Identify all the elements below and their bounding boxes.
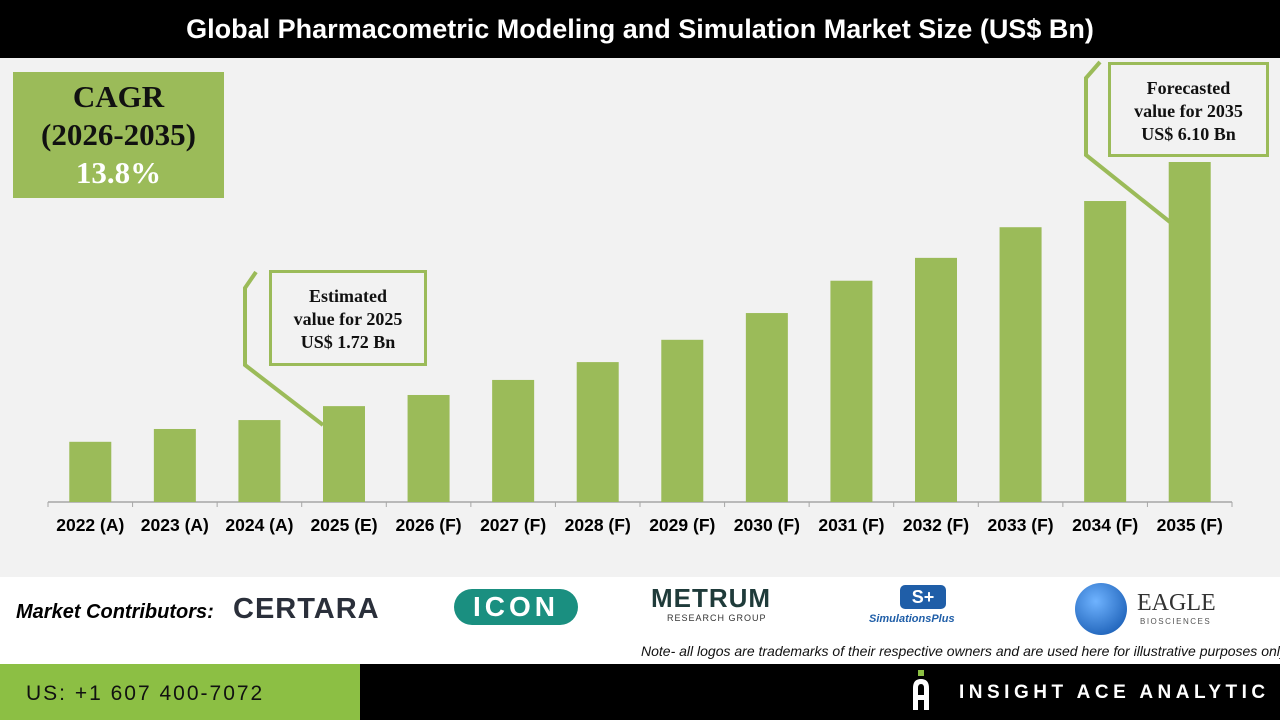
bar-2023 <box>153 428 196 502</box>
bar-2026 <box>407 394 450 502</box>
x-tick-label: 2026 (F) <box>396 515 462 535</box>
callout-line: Forecasted <box>1146 78 1231 98</box>
x-tick-label: 2022 (A) <box>56 515 124 535</box>
bar-2034 <box>1084 201 1127 502</box>
eagle-logo: EAGLE <box>1137 590 1216 616</box>
forecast-callout: Forecasted value for 2035 US$ 6.10 Bn <box>1108 62 1269 157</box>
callout-line: US$ 6.10 Bn <box>1141 124 1236 144</box>
callout-line: value for 2035 <box>1134 101 1243 121</box>
contributors-label: Market Contributors: <box>16 601 214 623</box>
metrum-sub-logo: RESEARCH GROUP <box>667 613 767 623</box>
eagle-emblem <box>1075 583 1127 635</box>
bar-2025 <box>323 406 365 502</box>
x-tick-label: 2028 (F) <box>565 515 631 535</box>
cagr-box: CAGR (2026-2035) 13.8% <box>13 72 224 198</box>
phone-number: US: +1 607 400-7072 <box>0 664 360 720</box>
chart-title: Global Pharmacometric Modeling and Simul… <box>0 0 1280 58</box>
brand-logo-icon <box>913 670 929 710</box>
cagr-label: CAGR <box>72 79 165 114</box>
bar-2031 <box>830 280 873 502</box>
bar-2033 <box>999 227 1042 502</box>
bar-2029 <box>661 339 704 502</box>
x-tick-label: 2032 (F) <box>903 515 969 535</box>
cagr-value: 13.8% <box>75 155 162 190</box>
bar-2028 <box>576 362 619 502</box>
x-tick-label: 2035 (F) <box>1157 515 1223 535</box>
x-tick-label: 2033 (F) <box>988 515 1054 535</box>
cagr-period: (2026-2035) <box>41 117 196 152</box>
callout-line: value for 2025 <box>293 309 403 329</box>
estimated-callout: Estimated value for 2025 US$ 1.72 Bn <box>269 270 427 366</box>
callout-line: Estimated <box>309 286 387 306</box>
x-tick-label: 2029 (F) <box>649 515 715 535</box>
bar-2022 <box>69 441 112 502</box>
x-tick-label: 2027 (F) <box>480 515 546 535</box>
logo-note: Note- all logos are trademarks of their … <box>641 643 1280 659</box>
x-tick-label: 2030 (F) <box>734 515 800 535</box>
x-tick-label: 2031 (F) <box>818 515 884 535</box>
callout-line: US$ 1.72 Bn <box>300 332 396 352</box>
x-tick-label: 2025 (E) <box>310 515 377 535</box>
bar-2024 <box>238 420 281 502</box>
eagle-sub-logo: BIOSCIENCES <box>1140 617 1212 626</box>
x-tick-label: 2023 (A) <box>141 515 209 535</box>
bar-chart: 2022 (A) 2023 (A) 2024 (A) 2025 (E) 2026 (F)… <box>47 162 1233 535</box>
bar-2030 <box>745 313 788 502</box>
bar-2027 <box>492 379 535 502</box>
simulationsplus-logo: SimulationsPlus <box>869 613 955 625</box>
certara-logo: CERTARA <box>233 593 380 625</box>
x-tick-label: 2034 (F) <box>1072 515 1138 535</box>
bar-2035 <box>1168 162 1211 502</box>
x-tick-label: 2024 (A) <box>225 515 293 535</box>
metrum-logo: METRUM <box>651 583 772 613</box>
bar-2032 <box>915 257 957 502</box>
brand-name: INSIGHT ACE ANALYTIC <box>959 682 1270 703</box>
icon-logo: ICON <box>454 589 578 625</box>
simulationsplus-badge: S+ <box>900 585 946 609</box>
footer-bar <box>360 664 1280 720</box>
